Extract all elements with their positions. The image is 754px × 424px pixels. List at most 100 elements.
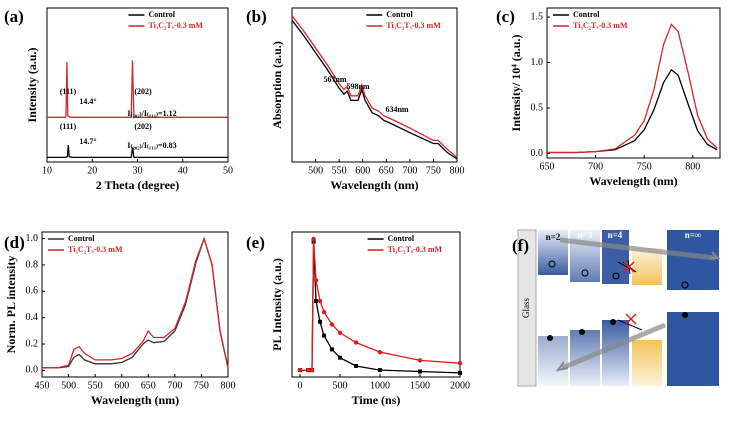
hole [548,260,556,268]
x-axis-label: Wavelength (nm) [91,393,179,407]
electron [579,329,585,335]
arrow-head [555,361,569,372]
phase-label: n=2 [546,232,561,242]
y-tick-label: 1.0 [531,57,544,68]
panel-label: (a) [4,7,24,26]
marker [417,358,423,363]
band [632,340,662,386]
x-tick-label: 500 [308,165,323,176]
y-tick-label: 0.4 [26,312,39,323]
x-tick-label: 650 [141,380,156,391]
electron [547,335,553,341]
arrow-head [710,251,721,259]
legend-label: Ti₃C₂Tₓ-0.3 mM [388,245,443,254]
plot-frame [291,231,461,378]
annotation: I₍₂₀₂₎/I₍₁₁₁₎=0.83 [127,141,176,150]
x-tick-label: 750 [637,161,652,172]
y-tick-label: 0.0 [26,365,39,376]
y-tick-label: 1.5 [531,11,544,22]
x-tick-label: 750 [426,165,441,176]
y-axis-label: Intensity/ 10⁴ (a.u.) [509,35,523,132]
block-mark [623,261,635,273]
marker [378,368,382,373]
block-mark [625,313,637,325]
panel-label: (c) [496,7,515,26]
line [547,23,718,154]
marker [457,360,463,366]
hole [612,272,620,280]
annotation: 14.7° [79,137,96,146]
x-tick-label: 500 [61,380,76,391]
panel-label: (f) [512,236,529,255]
x-tick-label: 600 [355,165,370,176]
marker [314,299,318,304]
annotation: (111) [60,87,77,96]
glass-label: Glass [521,298,531,318]
hole [581,269,589,277]
y-tick-label: 0.2 [26,338,39,349]
annotation: 14.4° [79,97,96,106]
band [538,230,568,275]
y-tick-label: 0.8 [26,259,39,270]
legend-label: Control [148,10,175,19]
marker [313,278,319,283]
x-tick-label: 700 [588,161,603,172]
marker [377,349,383,355]
band [570,230,600,282]
y-tick-label: 0.0 [531,148,544,159]
electron [610,319,616,325]
x-tick-label: 750 [194,380,209,391]
marker [305,367,311,373]
x-tick-label: 800 [221,380,236,391]
y-axis-label: Norm. PL intensity [4,256,18,354]
line [42,236,229,369]
panel-label: (b) [246,7,267,26]
plot-frame [46,7,229,163]
x-tick-label: 450 [35,380,50,391]
plot-frame [546,7,721,159]
line [291,15,458,158]
marker [309,367,315,373]
line [42,236,229,369]
phase-label: n=∞ [685,230,702,240]
x-tick-label: 500 [333,380,348,391]
legend-label: Ti₃C₂Tₓ-0.3 mM [386,21,441,30]
x-tick-label: 40 [178,165,188,176]
legend-label: Ti₃C₂Tₓ-0.3 mM [68,245,123,254]
annotation: (202) [134,87,152,96]
x-axis-label: 2 Theta (degree) [96,178,180,192]
x-tick-label: 50 [223,165,233,176]
legend-label: Control [573,10,600,19]
y-tick-label: 1.0 [26,233,39,244]
legend-label: Ti₃C₂Tₓ-0.3 mM [573,21,628,30]
x-axis-label: Wavelength (nm) [589,174,677,188]
marker [318,319,322,324]
line [547,68,718,154]
annotation: 634nm [385,105,408,114]
marker [322,333,326,338]
band [602,230,629,284]
band-diagram: Glass n=2 n=3 n=4 n=∞ (f) [512,229,721,387]
annotation: 598nm [346,82,369,91]
x-tick-label: 2000 [450,380,470,391]
marker [329,322,335,327]
x-tick-label: 1500 [410,380,430,391]
x-tick-label: 0 [298,380,303,391]
marker [321,309,327,315]
arrow [617,319,643,331]
panel-label: (d) [4,233,25,252]
marker [354,363,358,368]
annotation: (202) [134,122,152,131]
marker [418,369,422,374]
y-tick-label: 0.5 [531,102,544,113]
line [291,19,458,160]
marker [330,347,334,352]
x-tick-label: 700 [167,380,182,391]
legend-label: Control [388,234,415,243]
arrow [561,322,666,371]
marker [317,298,323,304]
panel-label: (e) [246,233,265,252]
arrow [559,237,716,261]
hole [681,281,689,289]
